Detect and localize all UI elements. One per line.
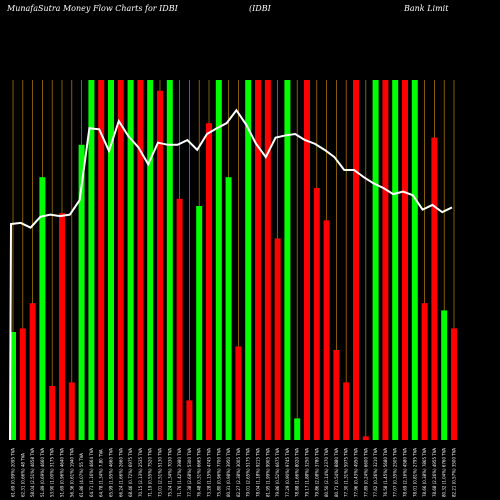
x-tick-label: 76.58 (1.45%) 5680 TVA xyxy=(383,448,388,497)
x-tick-label: 80.71 (0.54%) 8880 TVA xyxy=(334,448,339,497)
x-tick-label: 77.30 (1.31%) 5975 TVA xyxy=(344,448,349,497)
x-tick-label: 62.31 (0.66%) 48 TVA xyxy=(20,453,25,497)
x-tick-label: 66.24 (1.66%) 2660 TVA xyxy=(118,448,123,497)
x-tick-label: 70.15 (2.13%) 2535 TVA xyxy=(138,448,143,497)
money-flow-bar xyxy=(147,80,154,440)
x-tick-label: 65.99 (1.95%) 4660 TVA xyxy=(109,448,114,497)
x-tick-label: 58.04 (2.51%) 4658 TVA xyxy=(30,448,35,497)
x-tick-label: 79.86 (0.52%) 6675 TVA xyxy=(275,448,280,497)
x-tick-label: 78.88 (1.66%) 8020 TVA xyxy=(295,448,300,497)
x-tick-label: 73.28 (1.15%) 4745 TVA xyxy=(207,448,212,497)
x-tick-label: 76.48 (0.31%) 6665 TVA xyxy=(197,448,202,497)
x-tick-label: 75.24 (1.34%) 7030 TVA xyxy=(167,448,172,497)
money-flow-bar xyxy=(235,346,242,440)
x-tick-label: 78.01 (0.81%) 2795 TVA xyxy=(412,448,417,497)
money-flow-bar xyxy=(323,220,330,440)
money-flow-bar xyxy=(176,198,183,440)
x-tick-label: 78.68 (2.26%) 4955 TVA xyxy=(432,448,437,497)
money-flow-bar xyxy=(78,144,85,441)
x-tick-label: 79.17 (1.88%) 3250 TVA xyxy=(305,448,310,497)
x-tick-label: 51.89 (0.69%) 4660 TVA xyxy=(40,448,45,497)
money-flow-bar xyxy=(402,80,408,440)
money-flow-bar xyxy=(215,80,222,440)
money-flow-bar xyxy=(186,400,193,440)
money-flow-bar xyxy=(343,382,350,440)
x-tick-label: 79.86 (2.08%) 3780 TVA xyxy=(314,448,319,497)
x-tick-label: 77.07 (0.35%) 2505 TVA xyxy=(393,448,398,497)
money-flow-bar xyxy=(421,303,428,440)
x-tick-label: 56.36 (0.61%) 1940 TVA xyxy=(69,448,74,497)
money-flow-bar xyxy=(431,137,438,440)
x-tick-label: 80.32 (1.04%) 6760 TVA xyxy=(442,448,447,497)
money-flow-bar xyxy=(411,80,418,440)
money-flow-bar xyxy=(441,310,448,440)
money-flow-bar xyxy=(333,350,340,440)
money-flow-bar xyxy=(274,238,281,440)
money-flow-bar xyxy=(304,80,310,440)
money-flow-bar xyxy=(451,328,457,440)
x-tick-label: 77.29 (0.90%) 9745 TVA xyxy=(285,448,290,497)
x-tick-label: 71.76 (1.42%) 3980 TVA xyxy=(177,448,182,497)
x-tick-label: 77.38 (2.68%) 5300 TVA xyxy=(187,448,192,497)
x-tick-label: 73.01 (2.51%) 5130 TVA xyxy=(158,448,163,497)
chart-title-left: MunafaSutra Money Flow Charts for IDBI xyxy=(7,4,178,13)
money-flow-bar xyxy=(166,80,173,440)
money-flow-bar xyxy=(98,80,105,440)
money-flow-bar xyxy=(127,80,134,440)
money-flow-bar xyxy=(284,80,291,440)
money-flow-bar xyxy=(59,213,65,440)
x-tick-label: 82.21 (0.57%) 3500 TVA xyxy=(452,448,457,497)
x-tick-label: 80.31 (0.98%) 3950 TVA xyxy=(226,448,231,497)
chart-title-company: Bank Limit xyxy=(404,4,449,13)
x-tick-label: 77.89 (0.24%) 6600 TVA xyxy=(363,448,368,497)
x-tick-label: 78.66 (0.38%) 7865 TVA xyxy=(422,448,427,497)
money-flow-bar xyxy=(264,80,271,440)
x-tick-label: 64.78 (1.34%) 7.80 TVA xyxy=(99,449,104,497)
money-flow-bar xyxy=(39,177,46,440)
money-flow-bar xyxy=(255,80,261,440)
money-flow-bar xyxy=(353,80,359,440)
money-flow-bar xyxy=(49,386,56,440)
price-line xyxy=(9,108,453,441)
x-tick-label: 81.95 (1.99%) 9905 TVA xyxy=(265,448,270,497)
chart-title-ticker: (IDBI xyxy=(249,4,271,13)
money-flow-bar xyxy=(245,80,252,440)
money-flow-bar xyxy=(392,80,399,440)
x-tick-label: 82.27 (2.38%) 3005 TVA xyxy=(236,448,241,497)
money-flow-bar xyxy=(382,80,389,440)
money-flow-bar xyxy=(117,80,124,440)
x-tick-label: 53.90 (1.00%) 3175 TVA xyxy=(50,448,55,497)
x-tick-label: 77.96 (0.43%) 4950 TVA xyxy=(354,448,359,497)
x-tick-label: 64.71 (1.16%) 4664 TVA xyxy=(89,448,94,497)
money-flow-bar xyxy=(362,436,369,440)
x-tick-label: 79.01 (2.65%) 5175 TVA xyxy=(246,448,251,497)
money-flow-bar xyxy=(29,303,36,440)
x-tick-label: 75.80 (0.96%) 7700 TVA xyxy=(216,448,221,497)
money-flow-bar xyxy=(206,123,212,440)
money-flow-bar xyxy=(10,332,16,440)
x-tick-label: 80.50 (2.14%) 2370 TVA xyxy=(324,448,329,497)
money-flow-bar xyxy=(88,80,95,440)
x-tick-label: 78.04 (1.18%) 9215 TVA xyxy=(256,448,261,497)
x-tick-label: 77.62 (0.26%) 3210 TVA xyxy=(373,448,378,497)
money-flow-bar xyxy=(108,80,114,440)
x-tick-label: 68.46 (0.72%) 6975 TVA xyxy=(128,448,133,497)
money-flow-bar xyxy=(137,80,144,440)
x-tick-label: 78.69 (2.16%) 4580 TVA xyxy=(403,448,408,497)
money-flow-bar xyxy=(196,206,203,440)
x-tick-label: 61.86 (4.07%) 55 TVA xyxy=(79,453,84,497)
money-flow-bar xyxy=(225,177,232,440)
money-flow-bar xyxy=(68,382,75,440)
x-tick-label: 61.69 (0.99%) 2095 TVA xyxy=(11,448,16,497)
money-flow-bar xyxy=(313,188,320,440)
money-flow-bar xyxy=(372,80,379,440)
money-flow-bar xyxy=(157,90,163,441)
x-tick-label: 51.69 (0.96%) 4640 TVA xyxy=(60,448,65,497)
money-flow-bar xyxy=(294,418,301,440)
x-tick-label: 71.19 (0.55%) 7520 TVA xyxy=(148,448,153,497)
money-flow-bar xyxy=(19,328,26,440)
